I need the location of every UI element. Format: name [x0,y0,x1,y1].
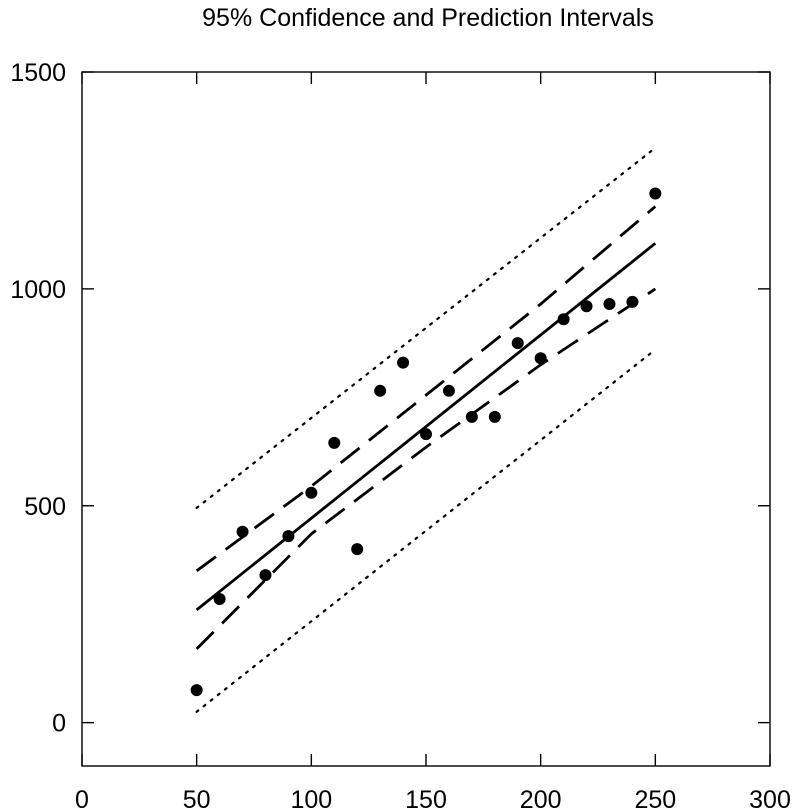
data-point [374,384,387,397]
data-point [213,593,226,606]
x-tick-label: 200 [520,786,562,811]
data-point [488,410,501,423]
data-point [236,525,249,538]
data-point [420,428,432,441]
data-point [351,543,364,556]
chart-title: 95% Confidence and Prediction Intervals [202,4,654,32]
data-point [465,410,478,423]
y-tick-label: 1000 [10,276,66,304]
prediction-lower-line [195,348,657,713]
data-point [580,300,593,313]
x-tick-label: 150 [405,786,447,811]
confidence-upper-line [195,205,657,572]
data-point [511,337,524,350]
x-tick-label: 100 [290,786,332,811]
plot-frame [81,71,771,767]
data-point [397,356,410,369]
data-point [305,486,318,499]
data-point [649,187,662,200]
x-tick-label: 300 [749,786,791,811]
data-point [626,295,639,308]
data-point [328,436,341,449]
data-point [282,530,295,543]
data-point [259,569,272,582]
prediction-upper-line [195,146,657,510]
x-tick-label: 50 [183,786,211,811]
y-tick-label: 1500 [10,59,66,87]
y-tick-label: 500 [24,493,66,521]
x-tick-label: 250 [634,786,676,811]
interval-lines [195,146,657,713]
y-tick-label: 0 [52,710,66,738]
data-point [190,684,203,697]
x-tick-label: 0 [75,786,89,811]
data-point [603,298,616,311]
data-point [534,352,547,365]
regression-line [195,242,657,611]
data-point [442,384,455,397]
confidence-lower-line [195,287,657,650]
data-point [557,313,570,326]
data-points [190,187,662,697]
axis-ticks: 0 50 100 150 200 250 300 0 500 1000 1500 [10,59,790,811]
